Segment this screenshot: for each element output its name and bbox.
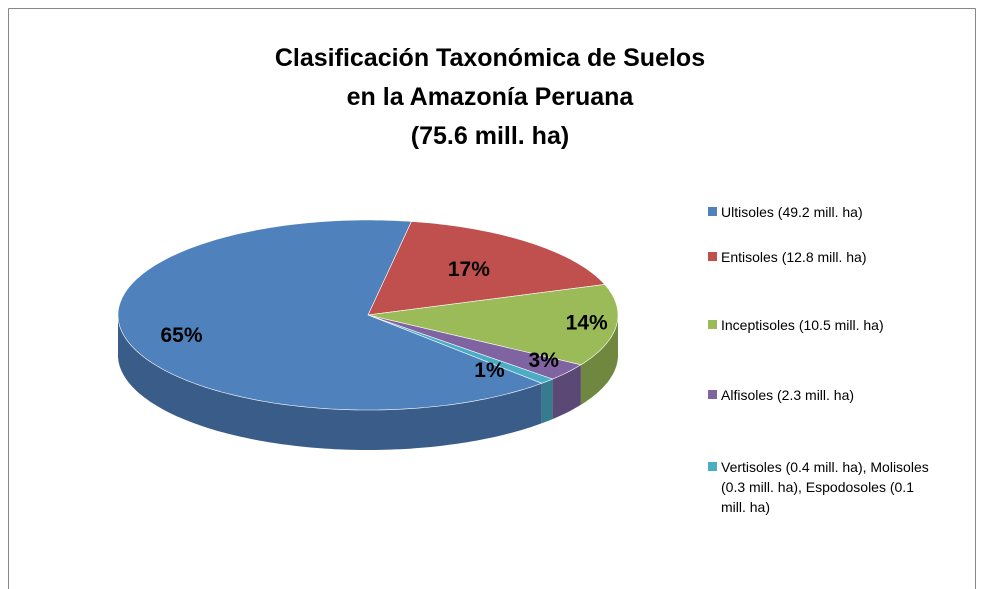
value-label: 3%	[529, 349, 560, 372]
legend-swatch	[708, 207, 717, 216]
slice-side	[580, 315, 618, 405]
title-line: en la Amazonía Peruana	[347, 83, 635, 111]
legend-item: Entisoles (12.8 mill. ha)	[708, 247, 933, 267]
legend-item: Vertisoles (0.4 mill. ha), Molisoles (0.…	[708, 457, 933, 517]
legend-item: Inceptisoles (10.5 mill. ha)	[708, 315, 933, 335]
legend-label: Alfisoles (2.3 mill. ha)	[721, 387, 855, 403]
title-line: Clasificación Taxonómica de Suelos	[275, 44, 705, 72]
chart-title: Clasificación Taxonómica de Suelos en la …	[275, 44, 705, 150]
pie-sides	[118, 315, 618, 450]
value-label: 14%	[566, 311, 608, 334]
slice-side	[552, 364, 581, 420]
legend-label: Inceptisoles (10.5 mill. ha)	[721, 317, 884, 333]
slice-side	[541, 379, 553, 424]
legend-item: Alfisoles (2.3 mill. ha)	[708, 385, 933, 405]
value-label: 1%	[474, 359, 505, 382]
slice	[367, 284, 619, 366]
slice	[367, 314, 582, 380]
legend-label: Vertisoles (0.4 mill. ha), Molisoles (0.…	[721, 459, 929, 515]
legend-swatch	[708, 252, 717, 261]
slice	[117, 219, 543, 411]
legend-swatch	[708, 462, 717, 471]
legend-label: Entisoles (12.8 mill. ha)	[721, 249, 867, 265]
legend-label: Ultisoles (49.2 mill. ha)	[721, 204, 863, 220]
legend-item: Ultisoles (49.2 mill. ha)	[708, 202, 933, 222]
value-labels: 17% 14% 3% 1% 65%	[161, 258, 609, 382]
legend-swatch	[708, 390, 717, 399]
slice-side	[118, 315, 542, 450]
slice	[367, 221, 606, 316]
legend-swatch	[708, 320, 717, 329]
value-label: 17%	[448, 258, 490, 281]
value-label: 65%	[161, 324, 203, 347]
title-line: (75.6 mill. ha)	[411, 122, 569, 150]
pie-tops	[117, 219, 619, 411]
